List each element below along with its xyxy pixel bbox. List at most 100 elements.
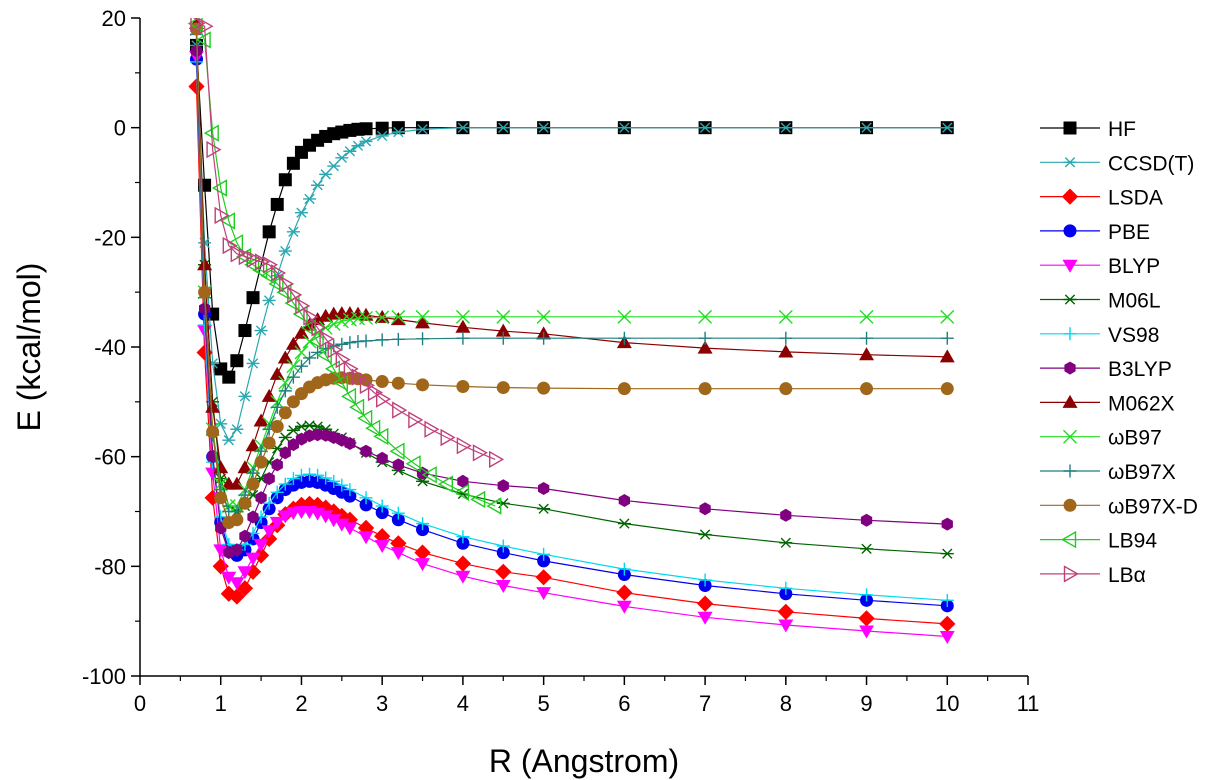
data-point — [332, 373, 348, 392]
data-point — [375, 375, 389, 389]
data-point — [277, 510, 293, 524]
data-point — [277, 350, 293, 364]
data-point — [230, 513, 244, 527]
series-9 — [189, 18, 955, 490]
legend-item: ωB97 — [1040, 427, 1162, 450]
data-point — [335, 478, 349, 492]
data-point — [538, 482, 550, 495]
data-point — [261, 525, 277, 539]
data-point — [457, 474, 469, 488]
data-point — [698, 122, 712, 133]
legend-label: M062X — [1108, 392, 1175, 415]
legend-item: ωB97X-D — [1040, 495, 1198, 518]
data-point — [294, 207, 308, 218]
y-tick-label: 20 — [102, 6, 126, 31]
data-point — [537, 554, 551, 568]
data-point — [415, 315, 430, 329]
data-point — [939, 349, 955, 363]
data-point — [373, 427, 389, 446]
data-point — [318, 510, 334, 524]
data-point — [230, 245, 246, 263]
legend-item: CCSD(T) — [1040, 152, 1194, 175]
data-point — [408, 411, 424, 429]
data-point — [391, 513, 405, 527]
data-point — [295, 297, 311, 315]
data-point — [262, 225, 276, 239]
legend-item: LSDA — [1040, 187, 1163, 210]
data-point — [496, 309, 511, 324]
data-point — [616, 584, 633, 601]
data-point — [294, 345, 309, 360]
data-point — [222, 370, 236, 384]
data-point — [326, 514, 342, 528]
data-point — [278, 375, 293, 390]
x-tick-label: 3 — [376, 691, 388, 716]
data-point — [940, 548, 954, 559]
data-point — [779, 382, 793, 396]
data-point — [456, 379, 470, 393]
data-point — [246, 477, 260, 491]
data-point — [416, 476, 430, 487]
data-point — [617, 518, 631, 529]
legend-marker — [1061, 188, 1079, 205]
data-point — [286, 370, 300, 384]
data-point — [343, 146, 357, 157]
data-point — [940, 331, 954, 345]
data-point — [391, 506, 405, 520]
data-point — [286, 156, 300, 170]
data-point — [238, 324, 252, 338]
data-point — [271, 264, 287, 282]
data-point — [376, 451, 388, 465]
data-point — [221, 571, 237, 585]
legend-item: M06L — [1040, 290, 1161, 313]
y-tick-label: 0 — [114, 116, 126, 141]
data-point — [859, 625, 874, 639]
data-point — [213, 544, 229, 558]
data-point — [236, 580, 254, 597]
data-point — [303, 193, 317, 205]
x-axis-title: R (Angstrom) — [489, 743, 679, 779]
data-point — [456, 122, 470, 133]
data-point — [262, 496, 276, 510]
data-point — [358, 531, 374, 545]
data-point — [253, 413, 269, 427]
x-tick-label: 9 — [860, 691, 872, 716]
series-2 — [190, 40, 954, 446]
data-point — [198, 318, 212, 332]
data-point — [359, 376, 375, 395]
data-point — [278, 245, 292, 257]
data-point — [391, 126, 405, 138]
data-point — [496, 381, 510, 395]
data-point — [389, 442, 405, 460]
data-point — [327, 341, 343, 359]
data-point — [618, 494, 630, 507]
data-point — [188, 78, 205, 95]
data-point — [343, 483, 357, 497]
legend-label: CCSD(T) — [1108, 152, 1194, 175]
data-point — [341, 511, 358, 528]
data-point — [268, 275, 284, 293]
data-point — [262, 256, 279, 274]
legend-label: LB94 — [1108, 530, 1157, 553]
data-point — [496, 122, 510, 133]
data-point — [779, 122, 793, 133]
data-point — [198, 285, 212, 299]
data-point — [391, 309, 406, 324]
data-point — [858, 610, 875, 627]
data-point — [697, 340, 713, 354]
data-point — [342, 522, 358, 536]
data-point — [496, 331, 510, 345]
x-tick-label: 6 — [618, 691, 630, 716]
data-point — [308, 332, 324, 351]
series-7 — [190, 55, 954, 607]
data-point — [535, 569, 552, 586]
data-point — [777, 603, 794, 620]
data-point — [496, 539, 510, 553]
series-11 — [190, 27, 954, 518]
data-point — [536, 309, 551, 324]
data-point — [245, 552, 261, 566]
data-point — [344, 437, 356, 450]
data-point — [495, 563, 512, 580]
data-point — [392, 458, 404, 472]
